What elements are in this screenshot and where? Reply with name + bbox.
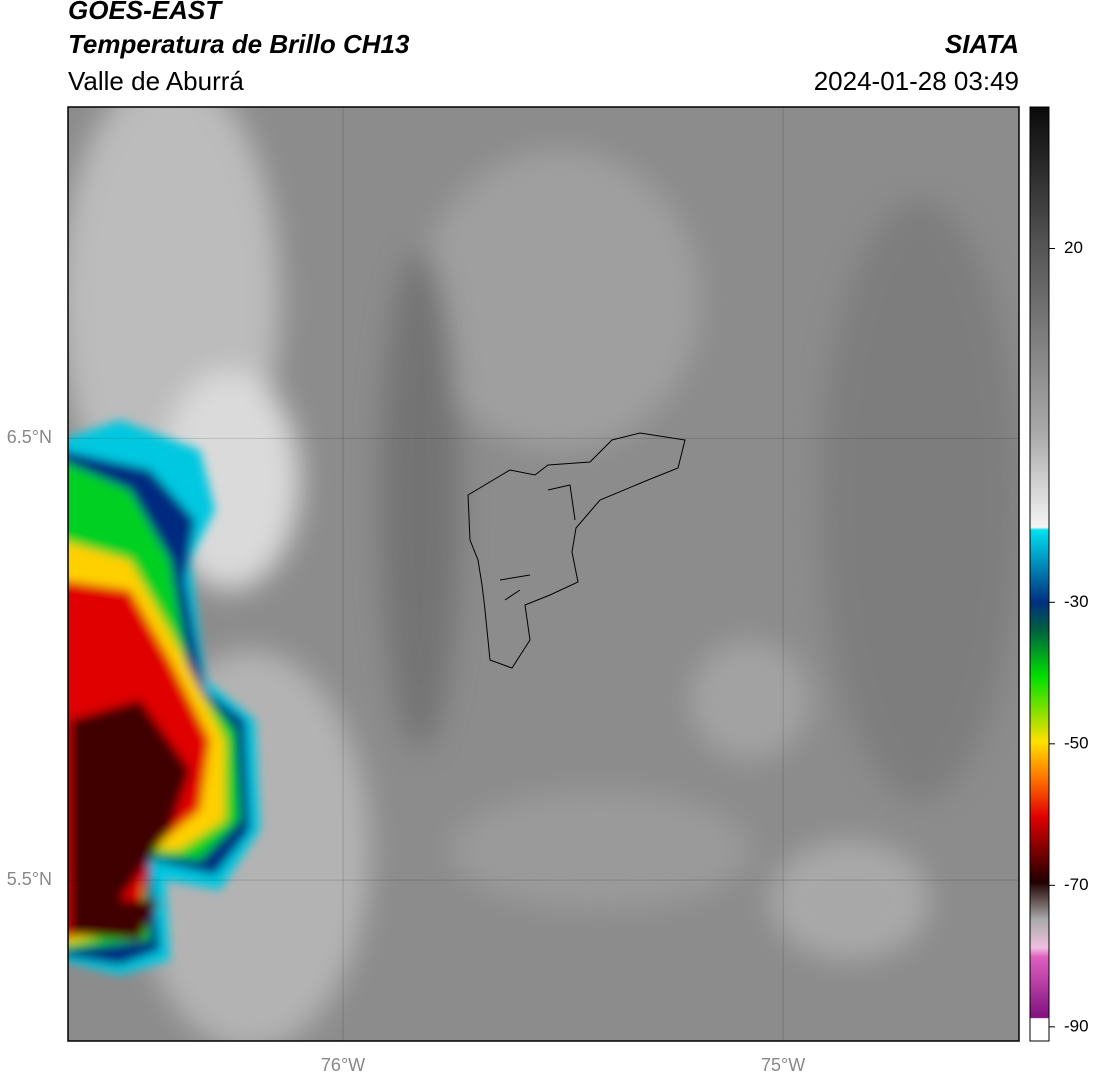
lat-label: 6.5°N <box>7 427 52 447</box>
colorbar-label: -90 <box>1064 1016 1089 1035</box>
satellite: GOES-EAST <box>68 0 223 25</box>
map-image <box>68 107 1019 1041</box>
colorbar-label: -50 <box>1064 733 1089 752</box>
lon-label: 76°W <box>321 1055 365 1075</box>
agency: SIATA <box>945 29 1019 59</box>
lat-label: 5.5°N <box>7 869 52 889</box>
colorbar-label: -30 <box>1064 592 1089 611</box>
lon-label: 75°W <box>761 1055 805 1075</box>
colorbar <box>1029 106 1050 1042</box>
datetime: 2024-01-28 03:49 <box>814 66 1019 96</box>
map-frame <box>67 106 1020 1042</box>
product: Temperatura de Brillo CH13 <box>68 29 410 59</box>
colorbar-label: 20 <box>1064 238 1083 257</box>
region: Valle de Aburrá <box>68 66 244 96</box>
colorbar-label: -70 <box>1064 875 1089 894</box>
